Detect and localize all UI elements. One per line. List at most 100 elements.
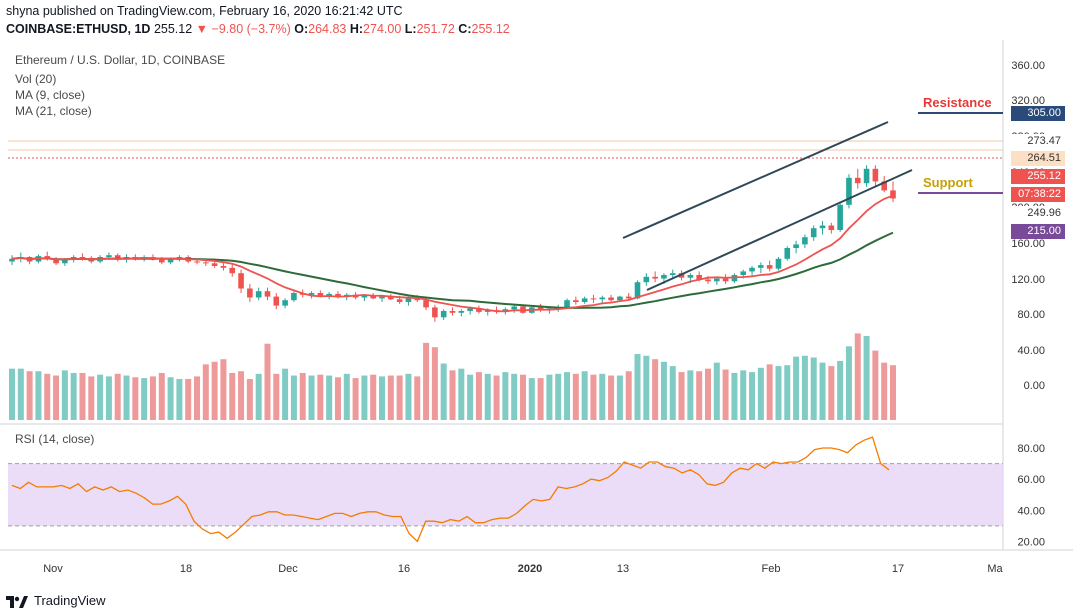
symbol-bar: COINBASE:ETHUSD, 1D 255.12 ▼ −9.80 (−3.7… [6, 22, 510, 36]
volume-bar [837, 360, 844, 420]
volume-bar [696, 371, 703, 420]
ma21-legend: MA (21, close) [15, 104, 92, 118]
candle-body [537, 307, 544, 311]
candle-body [467, 308, 473, 311]
volume-bar [440, 363, 447, 420]
volume-bar [35, 371, 42, 420]
volume-bar [158, 372, 165, 420]
x-tick-label: 2020 [518, 563, 542, 575]
rsi-tick-label: 60.00 [1017, 474, 1045, 486]
volume-bar [176, 378, 183, 420]
y-tick-label: 160.00 [1011, 238, 1045, 250]
candle-body [9, 258, 15, 262]
support-label: Support [923, 175, 973, 190]
volume-bar [678, 372, 685, 420]
volume-bar [26, 371, 33, 420]
y-tick-label: 120.00 [1011, 274, 1045, 286]
volume-bar [449, 370, 456, 420]
candle-body [863, 168, 870, 184]
candle-body [255, 291, 262, 298]
volume-bar [387, 375, 394, 420]
candle-body [511, 306, 517, 310]
volume-bar [273, 373, 280, 420]
volume-bar [616, 375, 623, 420]
candle-body [229, 267, 236, 274]
volume-bar [572, 373, 579, 420]
rsi-tick-label: 20.00 [1017, 536, 1045, 548]
candle-body [62, 259, 68, 264]
y-tick-label: 360.00 [1011, 60, 1045, 72]
volume-bar [194, 376, 201, 420]
volume-bar [246, 378, 253, 420]
open-value: 264.83 [308, 22, 347, 36]
volume-bar [361, 375, 368, 420]
candle-body [608, 297, 614, 301]
volume-bar [431, 347, 438, 420]
volume-bar [502, 372, 509, 420]
volume-bar [9, 368, 15, 420]
volume-bar [881, 362, 888, 420]
volume-bar [299, 372, 306, 420]
close-label: C: [458, 22, 472, 36]
candle-body [581, 298, 588, 302]
volume-bar [555, 373, 562, 420]
volume-bar [414, 376, 421, 420]
volume-bar [97, 374, 104, 420]
candle-body [564, 300, 570, 308]
candle-body [194, 261, 200, 263]
tradingview-brand[interactable]: TradingView [6, 593, 106, 608]
volume-bar [687, 370, 694, 420]
rsi-band [8, 463, 1003, 526]
volume-bar [634, 354, 641, 420]
volume-bar [61, 370, 68, 420]
volume-bar [493, 375, 500, 420]
volume-bar [396, 375, 403, 420]
candle-body [220, 266, 227, 268]
countdown-label: 07:38:22 [1011, 187, 1065, 202]
candle-body [758, 265, 764, 268]
price-label-305: 305.00 [1011, 106, 1065, 121]
volume-bar [211, 361, 218, 420]
symbol-name: COINBASE:ETHUSD, 1D [6, 22, 151, 36]
chart-title: Ethereum / U.S. Dollar, 1D, COINBASE [15, 53, 226, 67]
candle-body [890, 190, 896, 199]
volume-bar [202, 364, 209, 420]
volume-bar [801, 355, 808, 420]
candle-body [678, 273, 685, 278]
y-tick-label: 0.00 [1024, 380, 1045, 392]
candle-body [705, 279, 711, 282]
volume-bar [255, 373, 262, 420]
y-tick-label: 80.00 [1017, 309, 1045, 321]
candle-body [828, 225, 835, 230]
x-tick-label: Ma [987, 563, 1003, 575]
volume-bar [511, 373, 518, 420]
volume-bar [326, 375, 333, 420]
publish-info: shyna published on TradingView.com, Febr… [6, 4, 403, 18]
y-tick-label: 40.00 [1017, 345, 1045, 357]
rsi-tick-label: 40.00 [1017, 505, 1045, 517]
brand-name: TradingView [34, 593, 106, 608]
volume-bar [599, 373, 606, 420]
volume-bar [608, 375, 615, 420]
candle-body [53, 258, 59, 264]
candle-body [291, 293, 297, 301]
volume-bar [17, 368, 24, 420]
price-label-215: 215.00 [1011, 224, 1065, 239]
candle-body [264, 291, 271, 297]
volume-bar [458, 368, 465, 420]
candle-body [308, 293, 315, 295]
candle-body [872, 168, 879, 182]
volume-bar [854, 333, 861, 420]
candle-body [740, 271, 747, 275]
volume-bar [740, 370, 747, 420]
volume-bar [290, 375, 297, 420]
candle-body [599, 297, 606, 300]
volume-bar [379, 376, 386, 420]
candle-body [458, 311, 465, 313]
price-chart[interactable]: 360.00320.00280.00240.00200.00160.00120.… [0, 40, 1073, 580]
volume-bar [264, 343, 271, 420]
candle-body [396, 299, 403, 302]
candle-body [423, 300, 429, 308]
candle-body [106, 255, 112, 257]
candle-body [361, 295, 368, 298]
